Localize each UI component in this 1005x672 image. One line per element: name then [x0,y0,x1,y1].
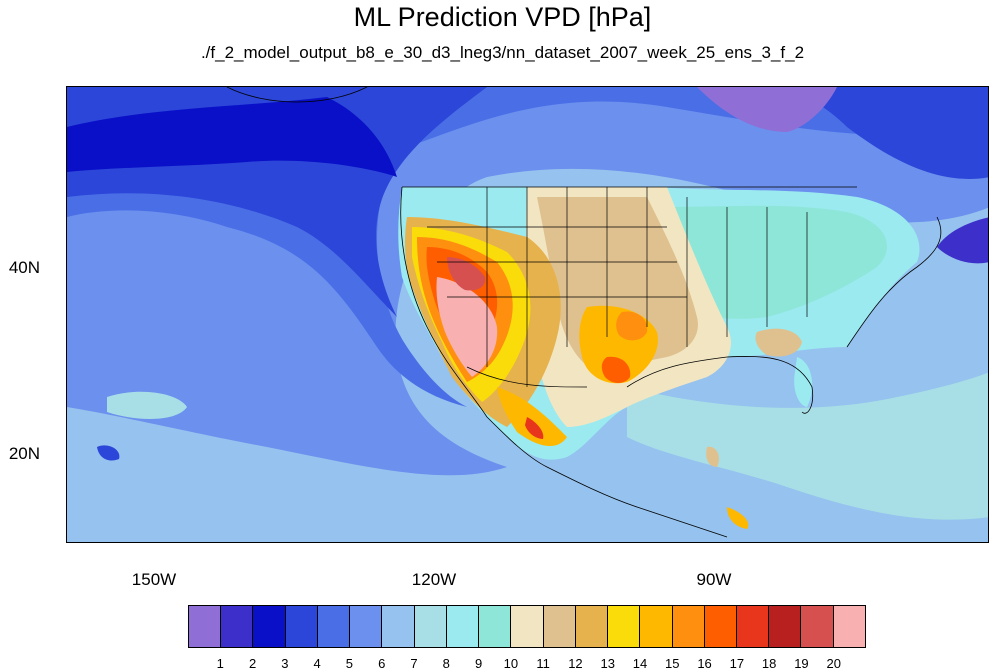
colorbar-label: 1 [216,656,224,671]
colorbar-swatch-0 [189,606,222,647]
vpd-map [66,86,989,543]
texas-band-17 [601,356,631,383]
colorbar-label: 5 [345,656,354,671]
colorbar-swatch-7 [414,606,447,647]
colorbar-label: 17 [729,656,745,671]
lat-label-40n: 40N [8,258,40,277]
colorbar [188,605,866,648]
mexico-band-18 [525,417,544,439]
plains-band-12 [537,197,698,372]
colorbar-label: 13 [600,656,615,671]
mexico-band-15 [497,387,567,447]
colorbar-swatch-2 [253,606,286,647]
southwest-band-20 [436,277,498,377]
southwest-band-19 [447,257,486,291]
colorbar-swatch-10 [511,606,544,647]
colorbar-swatch-11 [543,606,576,647]
colorbar-swatch-8 [446,606,480,647]
southeast-band-12 [755,328,802,357]
colorbar-swatch-17 [736,606,770,647]
lon-label-120w: 120W [411,570,457,589]
colorbar-swatch-19 [801,606,834,647]
colorbar-label: 15 [665,656,680,671]
eastern-us-band-8 [667,205,887,319]
colorbar-label: 20 [826,656,841,671]
lat-label-20n: 20N [8,444,40,463]
colorbar-swatch-9 [479,606,512,647]
colorbar-label: 4 [313,656,321,671]
oklahoma-band-16 [616,311,648,341]
colorbar-swatch-3 [285,606,318,647]
yucatan-band-12 [706,446,719,467]
colorbar-label: 3 [281,656,289,671]
map-subtitle: ./f_2_model_output_b8_e_30_d3_lneg3/nn_d… [200,43,805,62]
colorbar-swatch-15 [672,606,705,647]
hudson-bay-band-1 [697,87,837,132]
colorbar-label: 19 [794,656,809,671]
coastlines [226,87,942,538]
colorbar-label: 8 [442,656,450,671]
colorbar-label: 10 [503,656,519,671]
colorbar-label: 11 [536,656,550,671]
colorbar-swatch-6 [382,606,415,647]
colorbar-label: 18 [761,656,777,671]
colorbar-swatch-13 [608,606,641,647]
tropical-band-7 [627,372,988,520]
colorbar-swatch-4 [317,606,351,647]
political-borders [402,186,857,388]
lon-label-150w: 150W [131,570,177,589]
colorbar-swatch-12 [575,606,609,647]
colorbar-swatch-5 [350,606,383,647]
colorbar-label: 16 [697,656,712,671]
colorbar-swatch-18 [769,606,802,647]
northeast-band-3 [787,87,988,179]
colorbar-swatch-16 [704,606,737,647]
colorbar-swatch-1 [221,606,254,647]
atlantic-band-2 [937,217,988,264]
colorbar-label: 14 [632,656,648,671]
pacific-band-2 [67,97,397,177]
colorbar-label: 2 [248,656,257,671]
hawaii-band-3 [97,445,120,461]
colorbar-label: 9 [474,656,483,671]
colorbar-label: 7 [410,656,418,671]
map-title: ML Prediction VPD [hPa] [353,2,652,32]
colorbar-label: 6 [378,656,386,671]
lon-label-90w: 90W [696,570,732,589]
colorbar-label: 12 [568,656,583,671]
subtropical-patch-7 [107,391,187,419]
colorbar-swatch-14 [640,606,673,647]
colorbar-swatch-20 [833,606,865,647]
central-america-band-15 [727,507,749,529]
